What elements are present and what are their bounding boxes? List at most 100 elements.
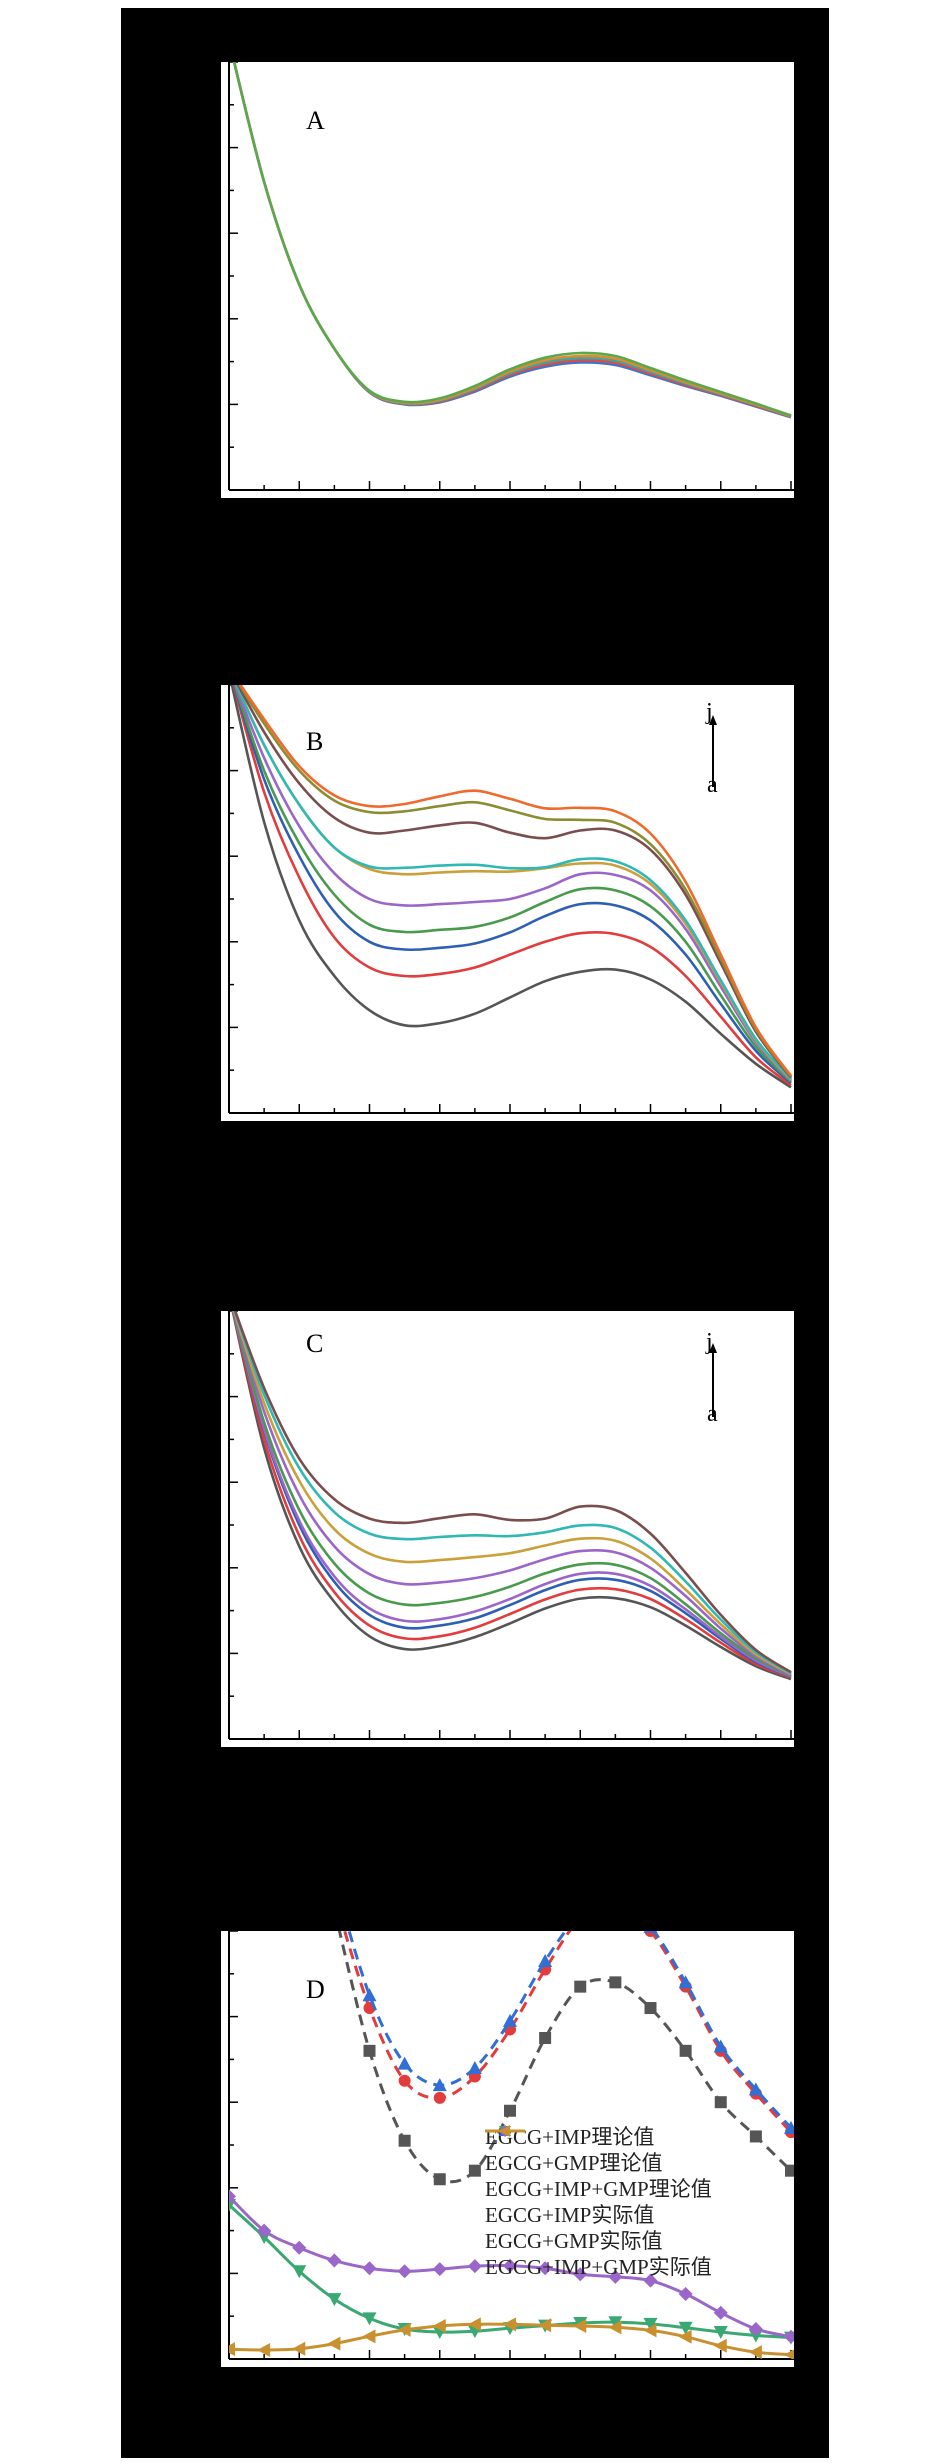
chart-panel-d: D EGCG+IMP理论值 EGCG+GMP理论值 EGCG+IMP+GMP理论值 E… [221,1931,794,2367]
data-point [398,2134,411,2147]
data-point [362,2312,377,2326]
data-point [432,2319,446,2334]
data-point [432,2078,447,2092]
data-point [467,2060,482,2074]
series-line-6 [232,1311,792,1676]
data-point [749,2130,762,2143]
data-point [713,2338,727,2353]
legend-item: EGCG+GMP理论值 [485,2126,712,2176]
series-line-7 [232,1311,792,1676]
data-point [503,2317,516,2332]
data-point [608,2320,622,2335]
data-point [643,2323,657,2338]
data-point [573,2319,587,2334]
chart-panel-b: B j a [221,685,794,1121]
data-point [784,2349,794,2359]
legend-swatch [485,2125,525,2137]
data-point [229,2342,235,2357]
data-point [678,2321,693,2335]
data-point [327,2336,341,2351]
panel-label-a: A [306,106,325,135]
data-point [538,2261,553,2276]
data-point [713,2039,728,2053]
data-point [573,2267,588,2282]
data-point [468,2164,481,2177]
legend-item: EGCG+IMP+GMP理论值 [485,2125,712,2202]
data-point [643,1931,658,1933]
panel-label-b: B [306,727,324,756]
series-group [229,1931,794,2359]
data-point [363,2044,376,2057]
data-point [679,2044,692,2057]
chart-d-plot [228,1931,794,2360]
data-point [539,2032,552,2044]
series-line-7 [235,685,792,1080]
data-point [292,2341,306,2356]
data-point [748,2082,763,2096]
arrow-label-bottom: a [707,1401,718,1427]
data-point [397,2264,412,2279]
series-line-4 [231,1311,792,1678]
series-line-10 [239,685,793,1077]
chart-d-legend: EGCG+IMP理论值 EGCG+GMP理论值 EGCG+IMP+GMP理论值 EGC… [485,2124,712,2280]
series-group [230,685,793,1089]
data-point [327,2253,342,2268]
data-point [643,2273,658,2288]
data-point [609,1976,622,1989]
data-point [362,1988,377,2002]
legend-label: EGCG+GMP理论值 [485,2151,663,2175]
series-line-3 [232,685,792,1084]
data-point [433,2091,446,2104]
data-point [785,2164,794,2177]
data-point [678,2286,693,2301]
data-point [292,2265,307,2279]
legend-label: EGCG+IMP实际值 [485,2203,655,2227]
series-line-5 [232,1311,792,1677]
data-point [467,2259,482,2274]
panel-label-c: C [306,1329,324,1358]
series-line-9 [238,685,793,1078]
arrow-label-bottom: a [707,772,718,798]
series-line-2 [232,685,792,1087]
data-point [397,2056,412,2070]
chart-b-plot [228,685,794,1114]
data-point [608,2316,623,2330]
data-point [362,2261,377,2276]
data-point [748,2322,763,2337]
data-point [433,2173,446,2186]
legend-item: EGCG+IMP+GMP实际值 [485,2125,712,2280]
data-point [292,2240,307,2255]
data-point [574,1980,587,1993]
series-line-3 [231,1311,792,1679]
data-point [257,2223,272,2238]
series-line-5 [232,62,792,417]
arrow-label-top: j [706,699,713,725]
data-point [713,2326,728,2340]
series-group [231,1311,792,1681]
legend-label: EGCG+GMP实际值 [485,2229,663,2253]
data-point [432,2262,447,2277]
legend-item: EGCG+GMP实际值 [485,2125,712,2254]
data-point [713,2305,728,2320]
data-point [257,2343,271,2358]
figure-background: A B j a C j a D EGCG+IMP理论值 EGCG+GMP理论值 EG… [121,8,829,2458]
data-point [748,2345,762,2359]
legend-label: EGCG+IMP理论值 [485,2125,655,2149]
data-point [327,2293,342,2307]
data-point [608,2269,623,2284]
data-point [229,2189,236,2204]
data-point [644,2002,657,2015]
chart-a-plot [228,62,794,491]
chart-panel-a: A [221,62,794,498]
data-point [784,2120,794,2134]
data-point [503,2258,517,2273]
panel-label-d: D [306,1975,325,2004]
chart-c-plot [228,1311,794,1740]
data-point [538,1953,553,1967]
data-point [784,2329,794,2344]
data-point [714,2096,727,2109]
series-line-9 [233,1311,792,1674]
series-group [232,62,792,419]
legend-item: EGCG+IMP实际值 [485,2126,712,2228]
data-point [538,2318,552,2333]
